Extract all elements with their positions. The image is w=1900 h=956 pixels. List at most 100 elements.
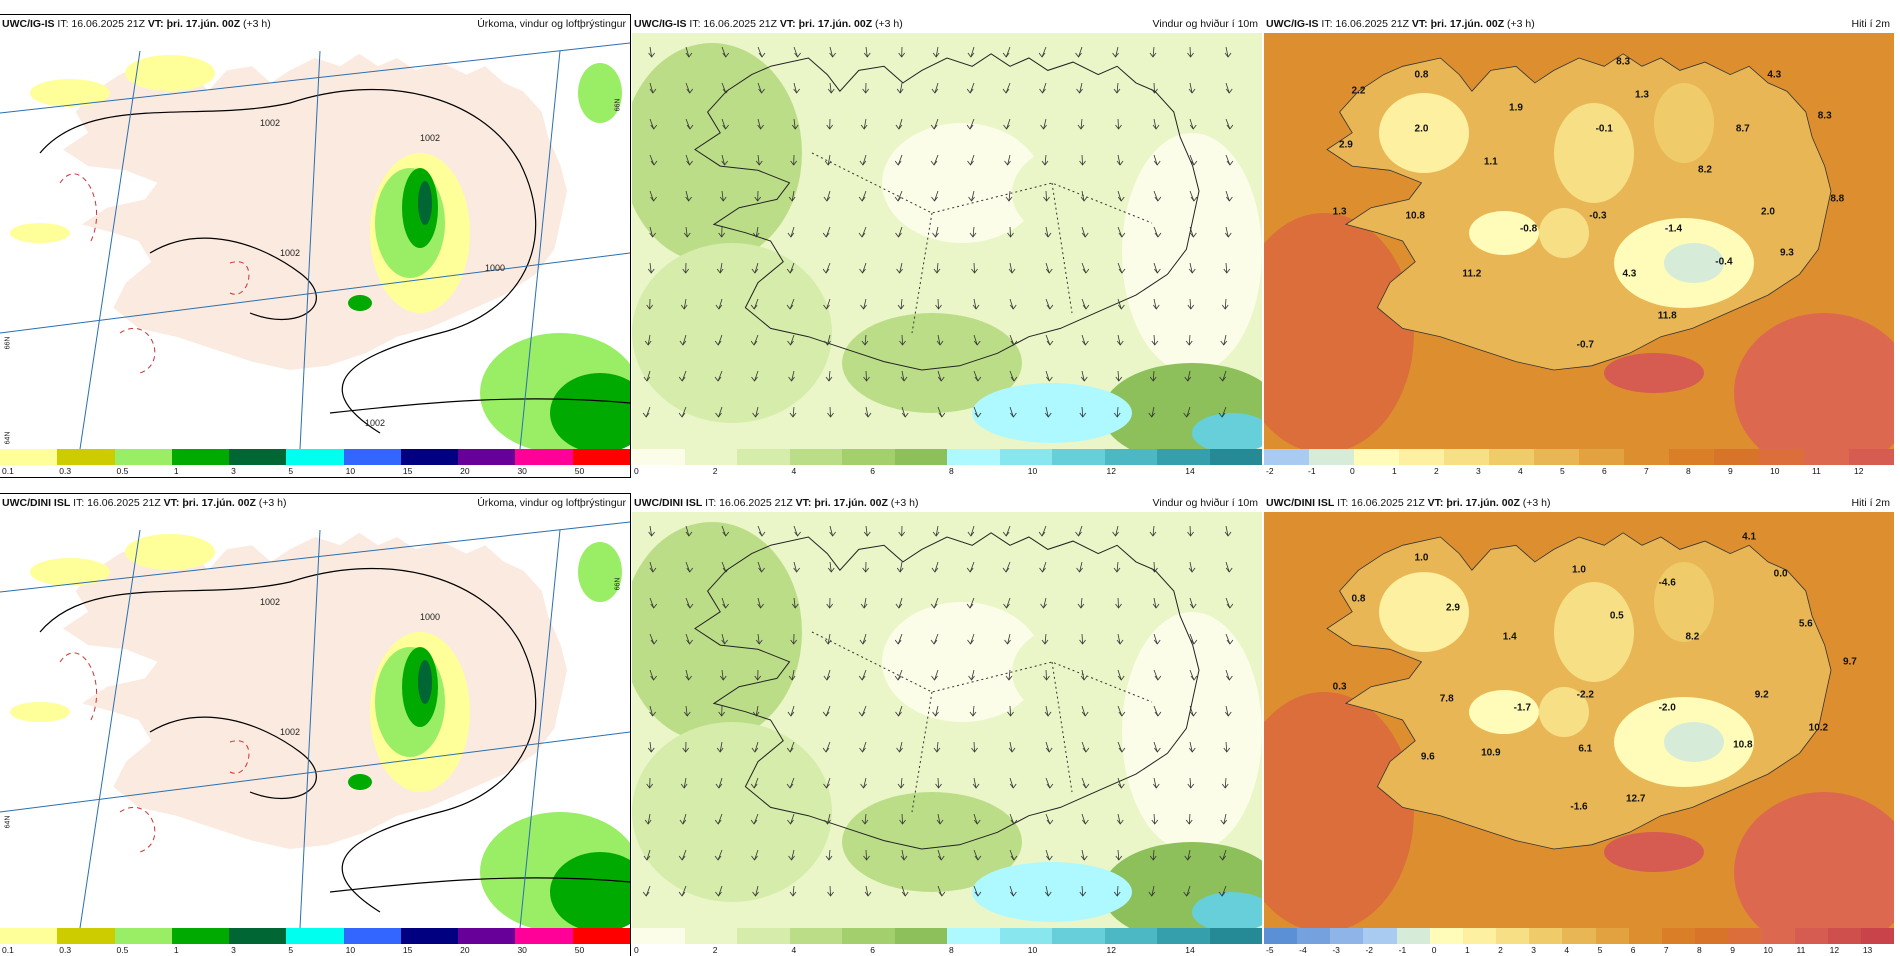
- model-name: UWC/IG-IS: [2, 18, 55, 30]
- panel-header: UWC/DINI ISL IT: 16.06.2025 21Z VT: þri.…: [632, 494, 1262, 512]
- temp-blob: [1554, 582, 1634, 682]
- temperature-label: 8.3: [1616, 57, 1630, 68]
- run-info: UWC/DINI ISL IT: 16.06.2025 21Z VT: þri.…: [634, 494, 919, 512]
- legend-tick-label: 3: [231, 945, 236, 955]
- temperature-label: 11.8: [1658, 310, 1677, 321]
- temperature-label: 7.8: [1440, 694, 1454, 705]
- temperature-label: 8.2: [1698, 165, 1712, 176]
- legend-tick-label: 30: [517, 466, 526, 476]
- temperature-label: 2.9: [1339, 140, 1353, 151]
- legend-swatch: [344, 928, 401, 944]
- model-name: UWC/IG-IS: [634, 18, 687, 30]
- legend-swatch: [1662, 928, 1695, 944]
- precip-blob: [10, 223, 70, 243]
- panel-header: UWC/IG-IS IT: 16.06.2025 21Z VT: þri. 17…: [632, 15, 1262, 33]
- legend-tick-label: 12: [1107, 466, 1116, 476]
- temperature-label: 1.0: [1415, 552, 1429, 563]
- legend-swatch: [1828, 928, 1861, 944]
- legend-swatch: [1624, 449, 1669, 465]
- valid-time: þri. 17.jún. 00Z: [1446, 497, 1520, 509]
- lead-time: (+3 h): [243, 18, 271, 30]
- temperature-label: 0.5: [1610, 611, 1624, 622]
- legend-swatch: [947, 928, 1000, 944]
- map-view[interactable]: [632, 33, 1262, 449]
- legend-swatch: [1529, 928, 1562, 944]
- legend-tick-label: 0.3: [59, 945, 71, 955]
- legend-tick-label: 10: [346, 466, 355, 476]
- legend-tick-label: 8: [949, 945, 954, 955]
- temperature-label: 8.7: [1736, 123, 1750, 134]
- legend-swatch: [573, 449, 630, 465]
- legend-swatch: [458, 928, 515, 944]
- legend-tick-label: 2: [713, 945, 718, 955]
- field-title: Hiti í 2m: [1851, 15, 1890, 33]
- legend-swatch: [1444, 449, 1489, 465]
- panel-header: UWC/IG-IS IT: 16.06.2025 21Z VT: þri. 17…: [0, 15, 630, 33]
- legend-swatch: [1714, 449, 1759, 465]
- precip-blob: [10, 702, 70, 722]
- temp-blob: [1554, 103, 1634, 203]
- legend-swatch: [895, 449, 948, 465]
- legend-swatch: [57, 928, 114, 944]
- temperature-label: 4.3: [1767, 69, 1781, 80]
- legend-swatches: [632, 449, 1262, 465]
- legend-tick-label: 30: [517, 945, 526, 955]
- wind-blob: [1122, 612, 1262, 852]
- legend-tick-label: 10: [1770, 466, 1779, 476]
- legend-swatch: [1861, 928, 1894, 944]
- temperature-label: 2.9: [1446, 602, 1460, 613]
- legend-tick-label: -1: [1308, 466, 1316, 476]
- legend-swatch: [0, 928, 57, 944]
- panel-igis-temp: UWC/IG-IS IT: 16.06.2025 21Z VT: þri. 17…: [1264, 15, 1894, 477]
- lead-time: (+3 h): [875, 18, 903, 30]
- panel-igis-precip: UWC/IG-IS IT: 16.06.2025 21Z VT: þri. 17…: [0, 15, 630, 477]
- latitude-label: 64N: [5, 816, 12, 829]
- map-canvas: [632, 512, 1262, 928]
- temperature-label: 10.9: [1481, 748, 1500, 759]
- legend-swatch: [685, 928, 738, 944]
- legend-swatch: [1397, 928, 1430, 944]
- field-title: Vindur og hviður í 10m: [1153, 494, 1258, 512]
- legend-tick-label: 4: [792, 466, 797, 476]
- wind-blob: [972, 862, 1132, 922]
- map-view[interactable]: [632, 512, 1262, 928]
- legend-tick-label: 8: [1686, 466, 1691, 476]
- legend-swatch: [1052, 449, 1105, 465]
- legend-tick-label: 0: [1432, 945, 1437, 955]
- lead-time: (+3 h): [259, 497, 287, 509]
- field-title: Vindur og hviður í 10m: [1153, 15, 1258, 33]
- panel-header: UWC/IG-IS IT: 16.06.2025 21Z VT: þri. 17…: [1264, 15, 1894, 33]
- legend-tick-label: 4: [792, 945, 797, 955]
- legend-swatch: [115, 449, 172, 465]
- precip-blob: [578, 542, 622, 602]
- valid-label: VT:: [164, 497, 180, 509]
- legend-swatch: [685, 449, 738, 465]
- legend-swatch: [1695, 928, 1728, 944]
- legend-tick-label: -5: [1266, 945, 1274, 955]
- init-time: IT: 16.06.2025 21Z: [73, 497, 161, 509]
- isobar-label: 1002: [260, 118, 280, 128]
- legend-swatch: [1629, 928, 1662, 944]
- field-title: Úrkoma, vindur og loftþrýstingur: [477, 494, 626, 512]
- legend-tick-label: 20: [460, 466, 469, 476]
- map-canvas: [0, 33, 630, 449]
- legend-swatch: [1210, 928, 1263, 944]
- legend-tick-label: 3: [231, 466, 236, 476]
- legend-swatch: [515, 928, 572, 944]
- legend-tick-label: 11: [1797, 945, 1806, 955]
- valid-label: VT:: [1412, 18, 1428, 30]
- temperature-label: -0.3: [1589, 211, 1606, 222]
- legend-tick-label: 0.3: [59, 466, 71, 476]
- legend-tick-label: 13: [1863, 945, 1872, 955]
- legend-tick-label: 12: [1830, 945, 1839, 955]
- legend-swatch: [286, 449, 343, 465]
